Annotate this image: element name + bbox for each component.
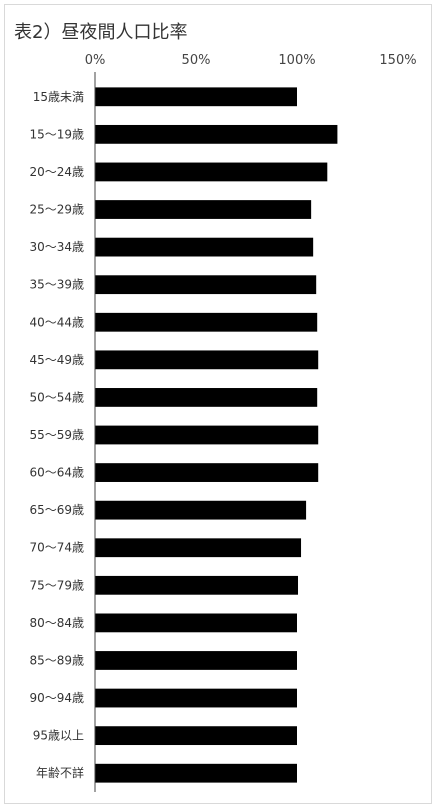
x-tick-label: 50% xyxy=(182,53,211,68)
bar xyxy=(95,575,299,595)
category-label: 年齢不詳 xyxy=(36,765,84,780)
category-label: 65～69歳 xyxy=(29,503,84,517)
bar xyxy=(95,275,317,295)
x-tick-label: 150% xyxy=(379,53,416,68)
category-label: 75～79歳 xyxy=(29,578,84,592)
category-label: 20～24歳 xyxy=(29,165,84,179)
bar xyxy=(95,425,319,445)
category-label: 70～74歳 xyxy=(29,541,84,555)
bar xyxy=(95,688,297,708)
bar xyxy=(95,538,302,558)
category-label: 15～19歳 xyxy=(29,127,84,141)
category-label: 35～39歳 xyxy=(29,278,84,292)
category-label: 90～94歳 xyxy=(29,691,84,705)
category-label: 40～44歳 xyxy=(29,315,84,329)
category-label: 25～29歳 xyxy=(29,203,84,217)
category-label: 80～84歳 xyxy=(29,616,84,630)
bar xyxy=(95,463,319,482)
category-label: 95歳以上 xyxy=(33,729,84,743)
category-label: 85～89歳 xyxy=(29,653,84,667)
category-label: 55～59歳 xyxy=(29,428,84,442)
bar xyxy=(95,87,297,107)
category-label: 45～49歳 xyxy=(29,353,84,367)
bar xyxy=(95,726,297,746)
bar xyxy=(95,763,297,783)
bar xyxy=(95,388,318,407)
bar xyxy=(95,651,297,670)
x-tick-label: 100% xyxy=(278,53,315,68)
category-label: 60～64歳 xyxy=(29,466,84,480)
category-label: 30～34歳 xyxy=(29,240,84,254)
x-tick-label: 0% xyxy=(85,53,106,68)
bar xyxy=(95,500,307,520)
category-label: 15歳未満 xyxy=(33,90,84,104)
bar xyxy=(95,312,318,332)
category-label: 50～54歳 xyxy=(29,390,84,404)
chart-title: 表2）昼夜間人口比率 xyxy=(14,22,188,43)
bar xyxy=(95,350,319,370)
bar xyxy=(95,162,328,182)
bar xyxy=(95,237,314,257)
bar xyxy=(95,124,338,144)
bar xyxy=(95,613,297,633)
bar xyxy=(95,200,312,219)
